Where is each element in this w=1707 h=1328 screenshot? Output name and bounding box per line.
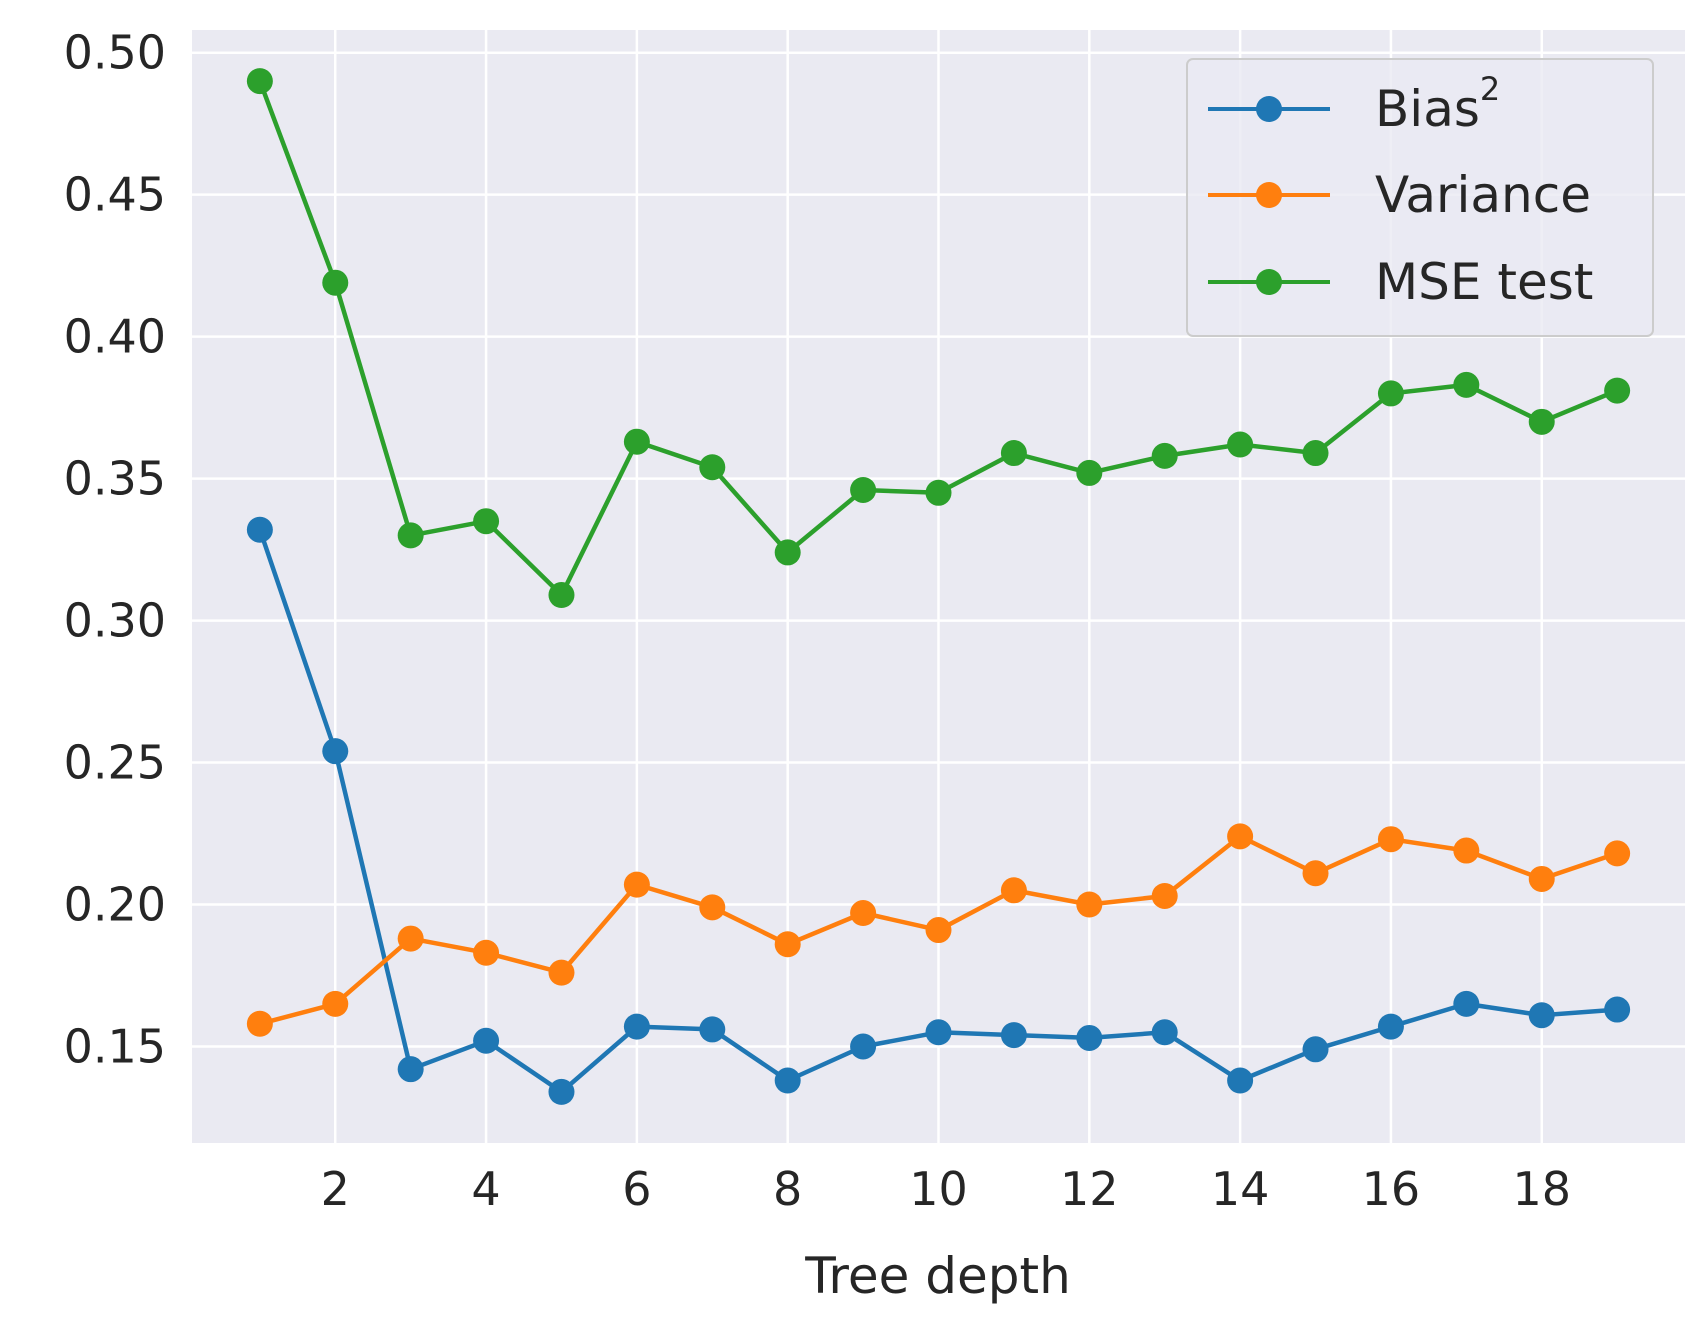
- x-tick-label: 10: [909, 1162, 968, 1216]
- data-point-mse-test: [699, 454, 726, 481]
- tick-labels: 2 4 6 8 10 12 14 16 18 0.15 0.20 0.25 0.30 0.35 0.40 0.…: [64, 26, 1571, 1216]
- data-point-variance: [623, 871, 650, 898]
- data-point-bias: [1227, 1067, 1254, 1094]
- data-point-bias: [1302, 1036, 1329, 1063]
- data-point-variance: [322, 990, 349, 1017]
- data-point-variance: [473, 939, 500, 966]
- series-variance: [246, 823, 1631, 1037]
- y-tick-label: 0.25: [64, 736, 166, 790]
- series-mse-test: [246, 68, 1631, 609]
- x-tick-label: 4: [471, 1162, 500, 1216]
- data-point-mse-test: [850, 476, 877, 503]
- data-point-mse-test: [1604, 377, 1631, 404]
- data-point-variance: [774, 931, 801, 958]
- data-point-mse-test: [1528, 408, 1555, 435]
- data-point-mse-test: [1151, 442, 1178, 469]
- data-point-mse-test: [1377, 380, 1404, 407]
- x-tick-label: 14: [1211, 1162, 1270, 1216]
- y-tick-label: 0.50: [64, 26, 166, 80]
- data-point-mse-test: [925, 479, 952, 506]
- data-point-bias: [1604, 996, 1631, 1023]
- data-point-variance: [397, 925, 424, 952]
- data-point-bias: [1377, 1013, 1404, 1040]
- data-point-variance: [1227, 823, 1254, 850]
- data-point-bias: [246, 516, 273, 543]
- data-point-bias: [322, 738, 349, 765]
- data-point-variance: [1528, 865, 1555, 892]
- legend-entry-bias: Bias2: [1208, 70, 1500, 138]
- y-tick-label: 0.40: [64, 310, 166, 364]
- data-point-variance: [548, 959, 575, 986]
- data-point-bias: [623, 1013, 650, 1040]
- x-tick-label: 18: [1512, 1162, 1571, 1216]
- data-point-variance: [1377, 826, 1404, 853]
- data-point-bias: [774, 1067, 801, 1094]
- data-series: [246, 68, 1631, 1105]
- legend-box: [1186, 58, 1654, 337]
- data-point-bias: [1076, 1024, 1103, 1051]
- legend-label-bias: Bias2: [1375, 70, 1500, 138]
- data-point-variance: [1000, 877, 1027, 904]
- legend-marker-bias: [1256, 96, 1282, 122]
- data-point-variance: [1302, 860, 1329, 887]
- legend-label-variance: Variance: [1375, 166, 1591, 224]
- data-point-variance: [1076, 891, 1103, 918]
- data-point-variance: [1453, 837, 1480, 864]
- data-point-variance: [1151, 882, 1178, 909]
- y-tick-label: 0.45: [64, 168, 166, 222]
- data-point-variance: [850, 900, 877, 927]
- x-tick-label: 6: [622, 1162, 651, 1216]
- data-point-mse-test: [774, 539, 801, 566]
- y-tick-label: 0.35: [64, 452, 166, 506]
- data-point-bias: [473, 1027, 500, 1054]
- x-tick-label: 12: [1060, 1162, 1119, 1216]
- data-point-bias: [1528, 1002, 1555, 1029]
- legend-entry-variance: Variance: [1208, 166, 1591, 224]
- x-axis-label: Tree depth: [804, 1247, 1071, 1305]
- legend-entry-mse-test: MSE test: [1208, 253, 1593, 311]
- data-point-mse-test: [1227, 431, 1254, 458]
- data-point-mse-test: [397, 522, 424, 549]
- y-tick-label: 0.30: [64, 594, 166, 648]
- data-point-bias: [548, 1078, 575, 1105]
- legend-label-mse-test: MSE test: [1375, 253, 1593, 311]
- data-point-variance: [246, 1010, 273, 1037]
- data-point-bias: [1453, 990, 1480, 1017]
- data-point-bias: [397, 1056, 424, 1083]
- legend-marker-variance: [1256, 182, 1282, 208]
- y-tick-label: 0.20: [64, 878, 166, 932]
- data-point-mse-test: [623, 428, 650, 455]
- data-point-bias: [699, 1016, 726, 1043]
- data-point-variance: [925, 917, 952, 944]
- data-point-mse-test: [1302, 440, 1329, 467]
- data-point-mse-test: [1000, 440, 1027, 467]
- data-point-mse-test: [548, 582, 575, 609]
- data-point-bias: [1000, 1022, 1027, 1049]
- legend-marker-mse-test: [1256, 269, 1282, 295]
- data-point-mse-test: [322, 269, 349, 296]
- data-point-mse-test: [473, 508, 500, 535]
- data-point-variance: [1604, 840, 1631, 867]
- x-tick-label: 2: [321, 1162, 350, 1216]
- x-tick-label: 8: [773, 1162, 802, 1216]
- y-tick-label: 0.15: [64, 1019, 166, 1073]
- data-point-mse-test: [1453, 371, 1480, 398]
- data-point-variance: [699, 894, 726, 921]
- series-bias: [246, 516, 1631, 1105]
- data-point-bias: [1151, 1019, 1178, 1046]
- x-tick-label: 16: [1362, 1162, 1421, 1216]
- data-point-mse-test: [1076, 459, 1103, 486]
- data-point-mse-test: [246, 68, 273, 95]
- data-point-bias: [925, 1019, 952, 1046]
- legend: Bias2 Variance MSE test: [1186, 58, 1654, 337]
- data-point-bias: [850, 1033, 877, 1060]
